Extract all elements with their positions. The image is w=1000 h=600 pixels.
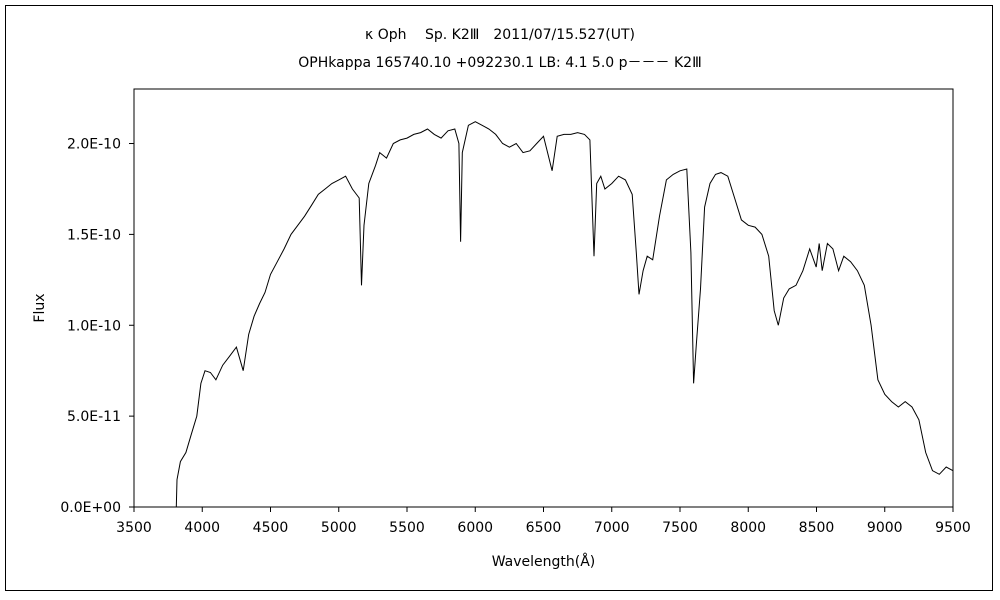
x-tick-label: 6000	[457, 520, 493, 536]
x-tick-label: 8000	[730, 520, 766, 536]
x-tick-label: 5500	[389, 520, 425, 536]
x-tick-label: 9000	[867, 520, 903, 536]
y-tick-label: 0.0E+00	[60, 500, 121, 516]
chart-frame	[5, 5, 993, 591]
x-tick-label: 4000	[184, 520, 220, 536]
plot-area	[133, 88, 954, 508]
y-tick-label: 5.0E-11	[67, 409, 121, 425]
x-tick-label: 5000	[321, 520, 357, 536]
spectrum-series-line	[175, 121, 954, 508]
chart-subtitle: OPHkappa 165740.10 +092230.1 LB: 4.1 5.0…	[298, 55, 702, 71]
x-tick-label: 8500	[799, 520, 835, 536]
x-tick-label: 7000	[594, 520, 630, 536]
y-tick-label: 1.5E-10	[67, 227, 121, 243]
chart-title: κ Oph Sp. K2Ⅲ 2011/07/15.527(UT)	[365, 27, 635, 43]
y-axis-ticks: 0.0E+00 5.0E-11 1.0E-10 1.5E-10 2.0E-10	[60, 137, 134, 516]
x-tick-label: 3500	[116, 520, 152, 536]
x-axis-label: Wavelength(Å)	[492, 553, 596, 570]
x-axis-ticks: 3500 4000 4500 5000 5500 6000 6500 7000 7500 8000…	[116, 507, 971, 536]
y-axis-label: Flux	[32, 293, 48, 322]
x-tick-label: 6500	[526, 520, 562, 536]
x-tick-label: 7500	[662, 520, 698, 536]
y-tick-label: 2.0E-10	[67, 137, 121, 153]
y-tick-label: 1.0E-10	[67, 318, 121, 334]
x-tick-label: 9500	[935, 520, 971, 536]
x-tick-label: 4500	[253, 520, 289, 536]
